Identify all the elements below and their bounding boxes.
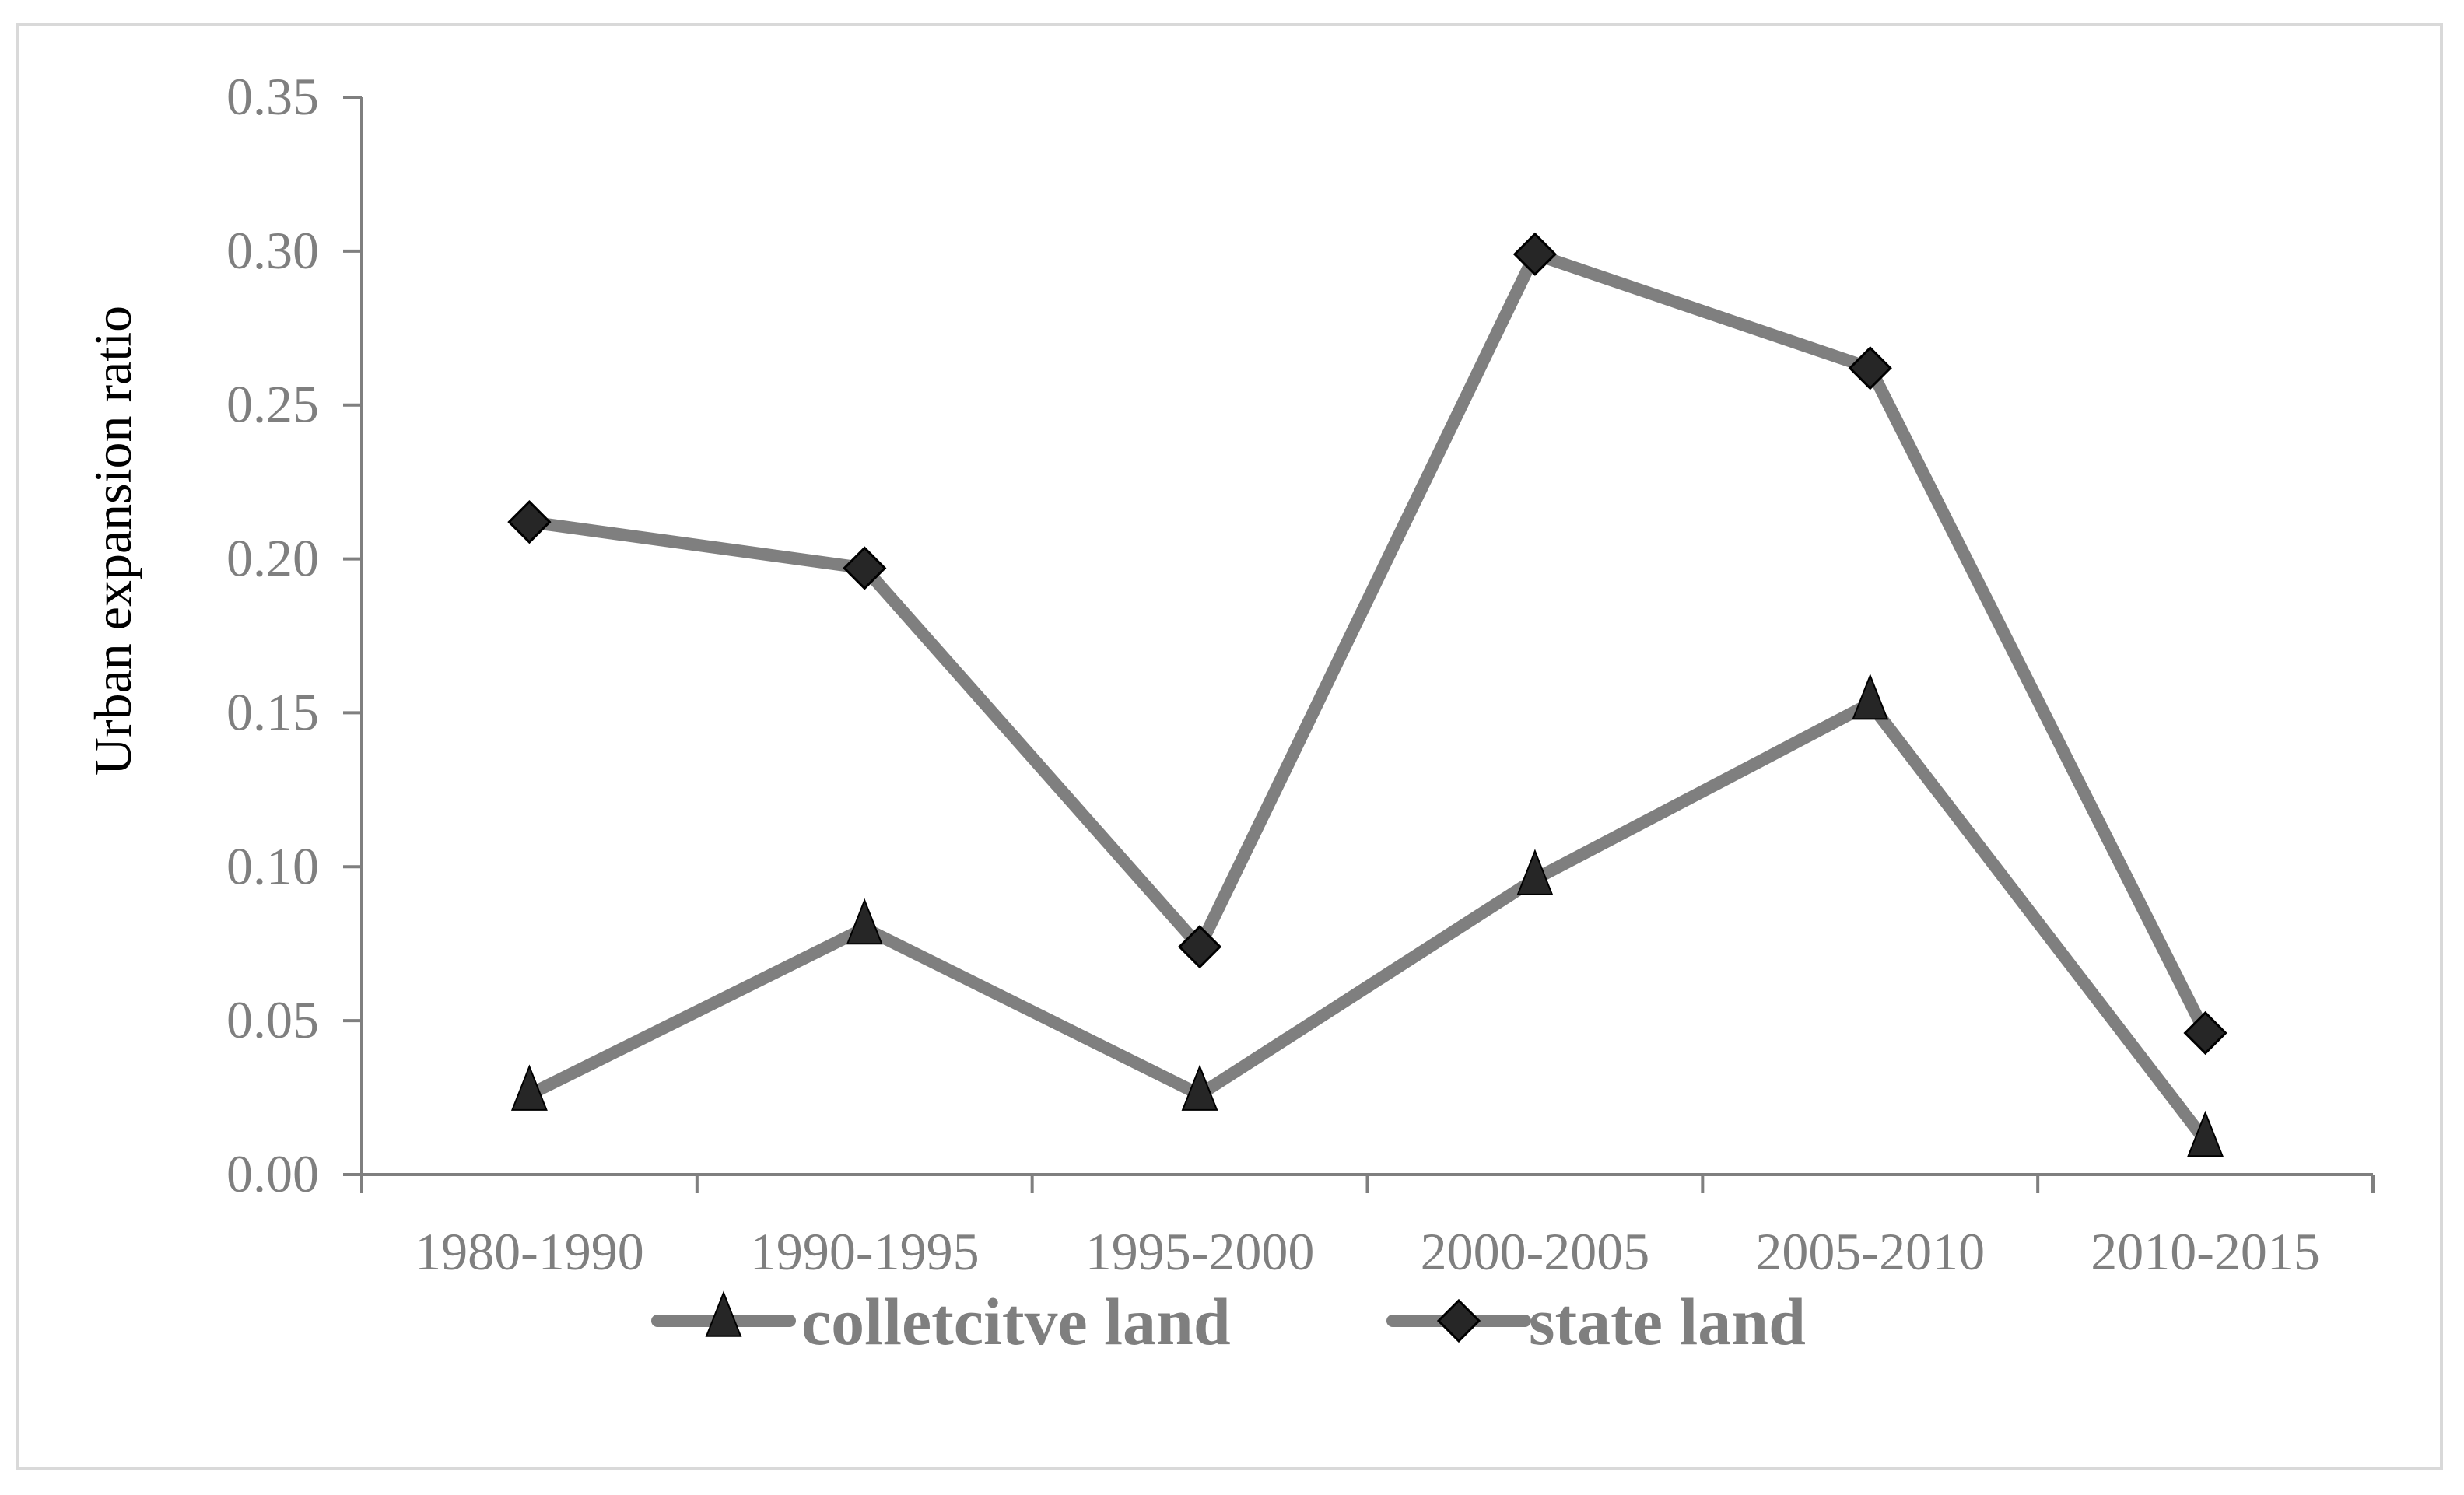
x-tick-label: 1990-1995 xyxy=(750,1222,980,1281)
data-point-diamond xyxy=(1512,232,1558,276)
legend: colletcitve land state land xyxy=(651,1284,1806,1359)
data-point-triangle xyxy=(846,898,883,945)
series-line xyxy=(523,697,2212,1147)
x-tick-label: 1995-2000 xyxy=(1085,1222,1315,1281)
legend-label: colletcitve land xyxy=(801,1284,1231,1359)
y-tick-label: 0.20 xyxy=(226,529,319,588)
y-tick-label: 0.10 xyxy=(226,836,319,895)
y-tick-label: 0.00 xyxy=(226,1144,319,1203)
legend-label: state land xyxy=(1529,1284,1806,1359)
data-point-diamond xyxy=(2183,1010,2227,1056)
series-line xyxy=(523,247,2212,1039)
chart-frame xyxy=(16,23,2443,1470)
data-point-triangle xyxy=(1181,1064,1218,1111)
y-axis: 0.00 0.05 0.10 0.15 0.20 0.25 0.30 0.35 xyxy=(226,67,363,1203)
legend-item: colletcitve land xyxy=(651,1284,1231,1359)
x-tick-label: 2000-2005 xyxy=(1421,1222,1650,1281)
data-point-triangle xyxy=(2187,1110,2224,1157)
y-tick-label: 0.35 xyxy=(226,67,319,126)
y-tick-label: 0.30 xyxy=(226,221,319,280)
x-tick-label: 2005-2010 xyxy=(1755,1222,1985,1281)
y-axis-title: Urban expansion ratio xyxy=(83,306,142,776)
series-state-land xyxy=(507,232,2227,1056)
data-point-diamond xyxy=(843,546,887,590)
data-point-triangle xyxy=(1516,849,1554,895)
x-axis: 1980-1990 1990-1995 1995-2000 2000-2005 2005… xyxy=(360,1173,2375,1281)
data-point-diamond xyxy=(507,499,552,544)
legend-diamond-marker xyxy=(1436,1298,1481,1343)
x-tick-label: 1980-1990 xyxy=(415,1222,644,1281)
data-point-diamond xyxy=(1177,925,1222,969)
y-tick-label: 0.25 xyxy=(226,375,319,434)
data-point-diamond xyxy=(1848,346,1892,390)
data-point-triangle xyxy=(510,1064,548,1111)
data-point-triangle xyxy=(1852,673,1889,720)
legend-item: state land xyxy=(1386,1284,1806,1359)
legend-triangle-marker xyxy=(705,1290,742,1337)
x-tick-label: 2010-2015 xyxy=(2091,1222,2320,1281)
y-tick-label: 0.05 xyxy=(226,990,319,1049)
y-tick-label: 0.15 xyxy=(226,682,319,741)
series-area xyxy=(507,232,2227,1157)
series-colletcitve-land xyxy=(510,673,2224,1157)
